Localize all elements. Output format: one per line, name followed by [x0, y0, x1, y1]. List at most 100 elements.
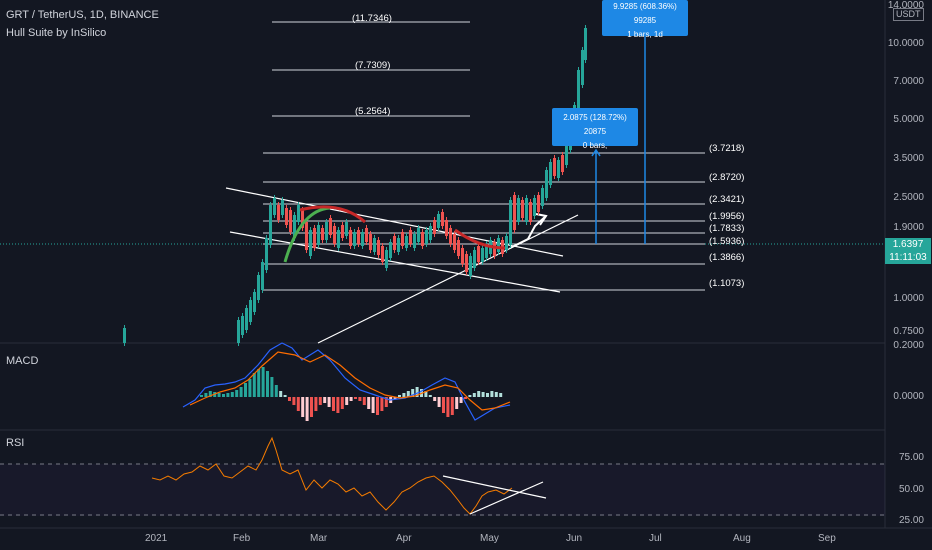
macd-histogram-bar [270, 377, 274, 397]
rsi-pane-label[interactable]: RSI [6, 437, 25, 449]
macd-histogram-bar [384, 397, 388, 407]
candle-body [437, 214, 440, 228]
candle-body [529, 202, 532, 222]
macd-histogram-bar [208, 391, 212, 397]
candle-body [481, 248, 484, 262]
candle-body [469, 256, 472, 276]
macd-histogram-bar [362, 397, 366, 405]
candle-body [265, 238, 268, 270]
candle-body [393, 236, 396, 250]
macd-histogram-bar [226, 393, 230, 397]
macd-histogram-bar [411, 389, 415, 397]
candle-body [297, 205, 300, 222]
fib-label: (5.2564) [355, 106, 391, 117]
rsi-line [151, 436, 513, 515]
fib-label: (1.3866) [709, 252, 745, 263]
candle-body [123, 328, 126, 343]
projection-arrow [509, 215, 547, 249]
candle-body [305, 222, 308, 250]
candlesticks [123, 25, 587, 346]
time-tick: Aug [733, 533, 751, 544]
candle-body [361, 232, 364, 246]
time-tick: Apr [396, 533, 412, 544]
macd-histogram-bar [459, 397, 463, 403]
indicator-title[interactable]: Hull Suite by InSilico [6, 27, 107, 39]
macd-histogram-bar [296, 397, 300, 411]
time-tick: 2021 [145, 533, 168, 544]
candle-body [445, 220, 448, 236]
macd-histogram-bar [261, 367, 265, 397]
macd-tick: 0.2000 [893, 340, 924, 351]
macd-histogram-bar [464, 397, 467, 399]
symbol-title[interactable]: GRT / TetherUS, 1D, BINANCE [6, 9, 159, 21]
candle-body [561, 155, 564, 172]
price-tick: 1.0000 [893, 293, 924, 304]
candle-body [553, 158, 556, 176]
candle-body [509, 200, 512, 245]
macd-histogram-bar [358, 397, 362, 401]
fib-label: (1.1073) [709, 278, 745, 289]
measure-box-1-line1: 9.9285 (608.36%) 99285 [613, 2, 677, 25]
fib-label: (7.7309) [355, 60, 391, 71]
price-tick: 5.0000 [893, 114, 924, 125]
macd-histogram-bar [204, 393, 208, 397]
measure-box-1[interactable]: 9.9285 (608.36%) 99285 1 bars, 1d [602, 0, 688, 39]
time-tick: Jun [566, 533, 583, 544]
macd-histogram-bar [406, 391, 410, 397]
macd-histogram-bar [442, 397, 445, 413]
macd-histogram-bar [222, 394, 225, 397]
price-tick: 7.0000 [893, 76, 924, 87]
macd-histogram-bar [217, 393, 221, 397]
candle-body [277, 205, 280, 220]
measure-box-1-line2: 1 bars, 1d [627, 30, 663, 39]
candle-body [449, 228, 452, 244]
macd-histogram-bar [332, 397, 335, 411]
rsi-tick: 50.00 [898, 484, 924, 495]
macd-histogram-bar [327, 397, 331, 407]
price-tick: 3.5000 [893, 153, 924, 164]
macd-histogram-bar [486, 393, 489, 397]
macd-histogram-bar [323, 397, 327, 403]
macd-histogram-bar [477, 391, 481, 397]
candle-body [285, 208, 288, 225]
macd-histogram [200, 367, 503, 421]
candle-body [505, 236, 508, 250]
time-tick: Mar [310, 533, 328, 544]
macd-histogram-bar [318, 397, 322, 405]
candle-body [457, 240, 460, 256]
candle-body [565, 140, 568, 165]
candle-body [365, 228, 368, 242]
macd-histogram-bar [367, 397, 371, 409]
candle-body [465, 254, 468, 272]
macd-histogram-bar [200, 395, 203, 397]
macd-histogram-bar [279, 391, 283, 397]
macd-histogram-bar [437, 397, 441, 407]
candle-body [333, 226, 336, 244]
candle-body [421, 232, 424, 246]
measure-box-2[interactable]: 2.0875 (128.72%) 20875 0 bars, [552, 108, 638, 150]
macd-histogram-bar [230, 392, 234, 397]
candle-body [261, 262, 264, 290]
candle-body [397, 238, 400, 252]
macd-pane-label[interactable]: MACD [6, 355, 39, 367]
candle-body [557, 160, 560, 178]
macd-line [182, 342, 511, 421]
macd-histogram-bar [283, 395, 287, 397]
candle-body [373, 238, 376, 252]
time-tick: Sep [818, 533, 836, 544]
candle-body [409, 230, 412, 244]
time-tick: May [480, 533, 499, 544]
candle-body [517, 198, 520, 222]
time-tick: Feb [233, 533, 251, 544]
macd-histogram-bar [380, 397, 384, 411]
candle-body [381, 246, 384, 262]
candle-body [389, 242, 392, 258]
candle-body [545, 170, 548, 198]
measure-box-2-line1: 2.0875 (128.72%) 20875 [563, 113, 627, 136]
macd-histogram-bar [305, 397, 309, 421]
hull-line-down [299, 205, 366, 224]
candle-body [325, 222, 328, 240]
candle-body [341, 225, 344, 238]
candle-body [401, 232, 404, 246]
